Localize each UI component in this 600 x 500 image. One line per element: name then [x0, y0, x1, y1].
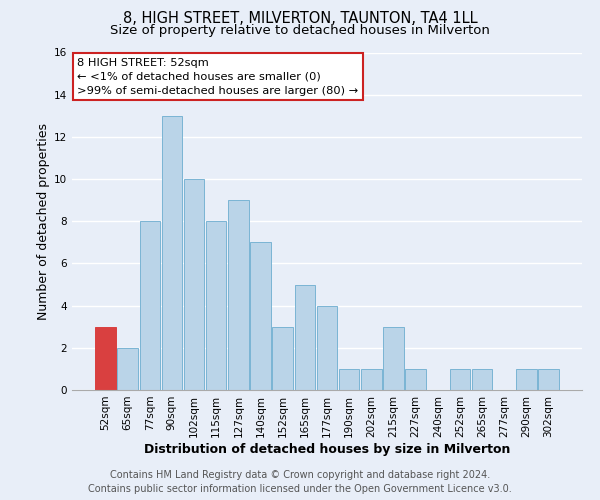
Bar [472, 369, 493, 390]
Bar [95, 326, 116, 390]
Bar [161, 116, 182, 390]
Bar [450, 369, 470, 390]
Bar [272, 326, 293, 390]
Bar [516, 369, 536, 390]
Bar [406, 369, 426, 390]
Bar [317, 306, 337, 390]
X-axis label: Distribution of detached houses by size in Milverton: Distribution of detached houses by size … [144, 442, 510, 456]
Bar [339, 369, 359, 390]
Text: Contains HM Land Registry data © Crown copyright and database right 2024.
Contai: Contains HM Land Registry data © Crown c… [88, 470, 512, 494]
Text: Size of property relative to detached houses in Milverton: Size of property relative to detached ho… [110, 24, 490, 37]
Bar [250, 242, 271, 390]
Bar [118, 348, 138, 390]
Text: 8, HIGH STREET, MILVERTON, TAUNTON, TA4 1LL: 8, HIGH STREET, MILVERTON, TAUNTON, TA4 … [122, 11, 478, 26]
Bar [206, 221, 226, 390]
Bar [538, 369, 559, 390]
Y-axis label: Number of detached properties: Number of detached properties [37, 122, 50, 320]
Bar [140, 221, 160, 390]
Bar [295, 284, 315, 390]
Bar [184, 179, 204, 390]
Text: 8 HIGH STREET: 52sqm
← <1% of detached houses are smaller (0)
>99% of semi-detac: 8 HIGH STREET: 52sqm ← <1% of detached h… [77, 58, 358, 96]
Bar [361, 369, 382, 390]
Bar [228, 200, 248, 390]
Bar [383, 326, 404, 390]
